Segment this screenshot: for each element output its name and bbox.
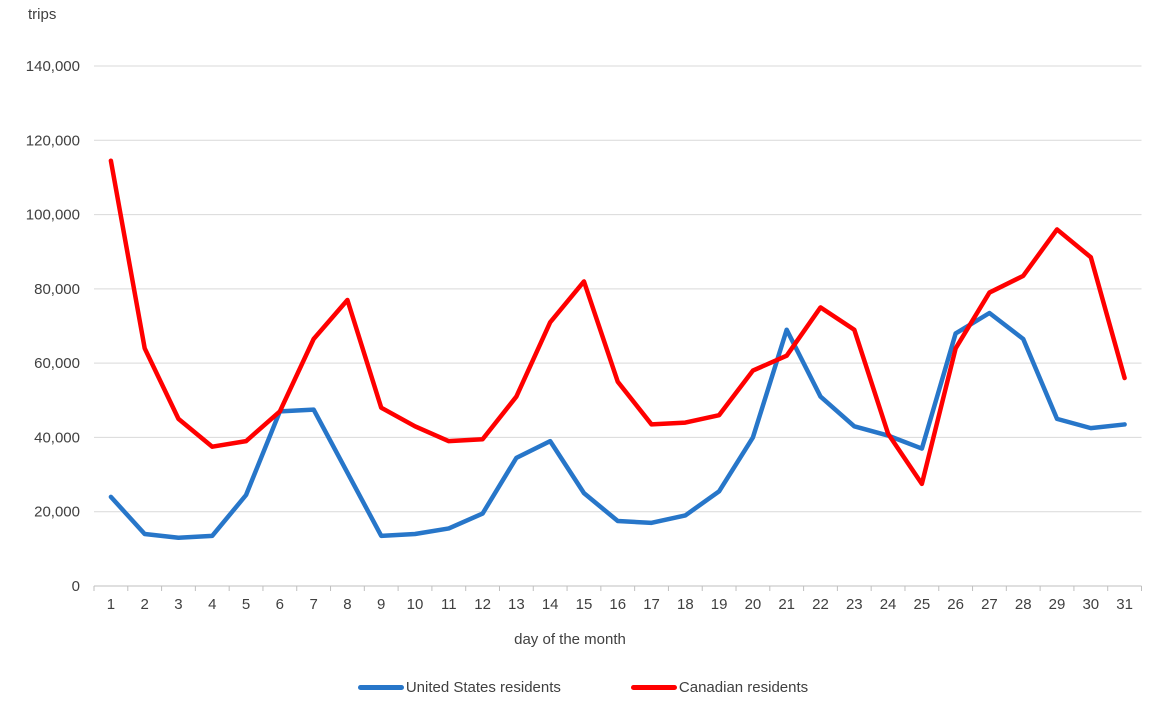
x-tick-label: 18: [677, 596, 694, 613]
x-tick-label: 9: [377, 596, 385, 613]
y-tick-label: 20,000: [34, 504, 80, 521]
y-tick-label: 40,000: [34, 429, 80, 446]
x-tick-label: 26: [947, 596, 964, 613]
y-tick-label: 0: [72, 578, 80, 595]
x-tick-label: 21: [778, 596, 795, 613]
x-tick-label: 30: [1082, 596, 1099, 613]
chart-legend: United States residents Canadian residen…: [0, 679, 1166, 696]
x-tick-label: 5: [242, 596, 250, 613]
x-tick-label: 17: [643, 596, 660, 613]
x-tick-label: 19: [711, 596, 728, 613]
x-tick-label: 23: [846, 596, 863, 613]
x-tick-label: 13: [508, 596, 525, 613]
x-tick-label: 4: [208, 596, 216, 613]
x-tick-label: 31: [1116, 596, 1133, 613]
x-axis-title: day of the month: [514, 631, 626, 648]
x-tick-label: 22: [812, 596, 829, 613]
x-tick-label: 8: [343, 596, 351, 613]
legend-item-united-states: United States residents: [357, 679, 561, 696]
x-tick-label: 20: [745, 596, 762, 613]
x-tick-label: 28: [1015, 596, 1032, 613]
x-tick-label: 25: [914, 596, 931, 613]
y-axis-title: trips: [28, 6, 57, 23]
x-tick-label: 7: [309, 596, 317, 613]
x-tick-label: 24: [880, 596, 897, 613]
x-tick-label: 29: [1049, 596, 1066, 613]
legend-label-canadian: Canadian residents: [678, 679, 809, 696]
x-tick-label: 16: [609, 596, 626, 613]
x-tick-label: 27: [981, 596, 998, 613]
legend-item-canadian: Canadian residents: [630, 679, 809, 696]
y-tick-label: 80,000: [34, 281, 80, 298]
x-tick-label: 14: [542, 596, 559, 613]
legend-line-canadian-icon: [630, 685, 677, 690]
x-tick-label: 6: [276, 596, 284, 613]
legend-label-united-states: United States residents: [405, 679, 561, 696]
x-tick-label: 2: [141, 596, 149, 613]
x-tick-label: 10: [407, 596, 424, 613]
x-tick-label: 1: [107, 596, 115, 613]
y-tick-label: 120,000: [26, 132, 80, 149]
x-tick-label: 12: [474, 596, 491, 613]
x-tick-label: 15: [576, 596, 593, 613]
x-tick-label: 3: [174, 596, 182, 613]
y-tick-label: 140,000: [26, 58, 80, 75]
legend-line-united-states-icon: [357, 685, 404, 690]
y-tick-label: 100,000: [26, 207, 80, 224]
series-line-canadian-residents: [108, 158, 1127, 487]
x-tick-label: 11: [441, 596, 457, 613]
y-tick-label: 60,000: [34, 355, 80, 372]
